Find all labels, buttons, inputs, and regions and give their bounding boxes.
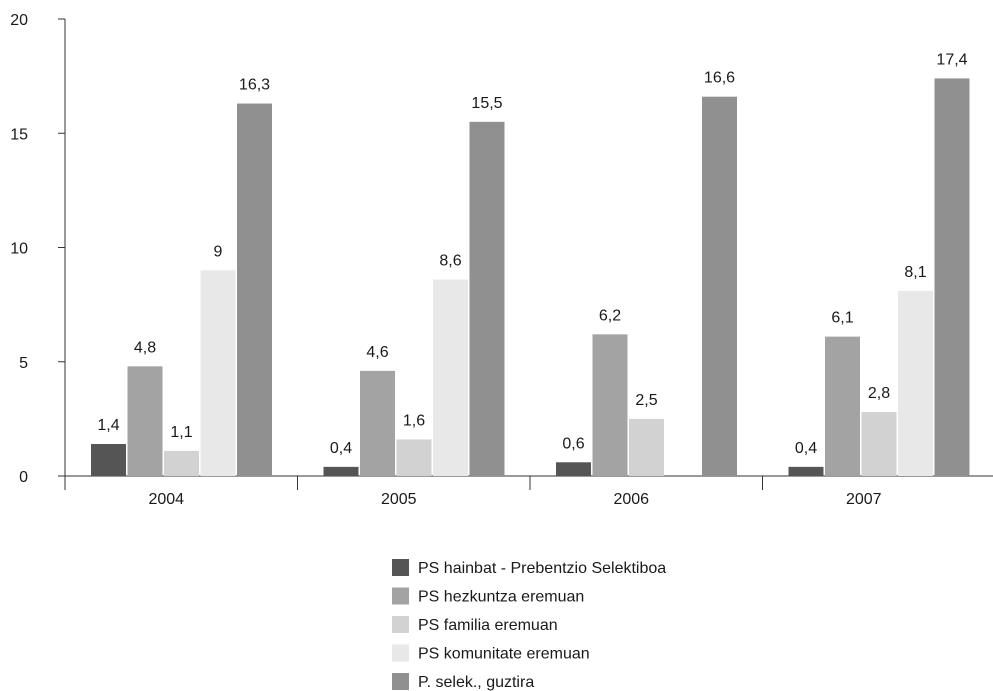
x-tick-label: 2004 bbox=[148, 491, 184, 508]
legend-label: PS hezkuntza eremuan bbox=[418, 589, 584, 606]
x-tick-label: 2006 bbox=[613, 491, 649, 508]
bar bbox=[164, 450, 199, 476]
bar bbox=[556, 462, 591, 476]
bar bbox=[592, 334, 628, 476]
bar bbox=[200, 270, 236, 476]
legend: PS hainbat - Prebentzio Selektiboa PS hez… bbox=[392, 559, 666, 691]
bar bbox=[237, 103, 272, 477]
data-label: 4,6 bbox=[366, 344, 388, 361]
data-label: 2,5 bbox=[635, 392, 657, 409]
y-tick-label: 0 bbox=[19, 469, 28, 486]
data-label: 8,1 bbox=[904, 264, 926, 281]
bar bbox=[934, 78, 970, 476]
legend-swatch bbox=[392, 559, 409, 576]
y-tick-label: 5 bbox=[19, 355, 28, 372]
x-axis: 2004 2005 2006 2007 bbox=[65, 475, 993, 508]
data-label: 1,1 bbox=[170, 424, 192, 441]
y-tick-label: 20 bbox=[10, 12, 28, 29]
data-label: 9 bbox=[214, 243, 223, 260]
data-label: 0,4 bbox=[795, 440, 817, 457]
data-label: 17,4 bbox=[936, 51, 967, 68]
data-label: 4,8 bbox=[134, 339, 156, 356]
data-label: 0,4 bbox=[330, 440, 352, 457]
legend-label: PS hainbat - Prebentzio Selektiboa bbox=[418, 560, 666, 577]
bar bbox=[323, 466, 359, 476]
data-label: 15,5 bbox=[471, 95, 502, 112]
legend-label: PS komunitate eremuan bbox=[418, 646, 590, 663]
legend-label: P. selek., guztira bbox=[418, 674, 534, 691]
data-label: 8,6 bbox=[439, 252, 461, 269]
legend-swatch bbox=[392, 644, 409, 662]
data-label: 6,1 bbox=[831, 310, 853, 327]
bar bbox=[825, 336, 860, 476]
y-tick-label: 15 bbox=[10, 126, 28, 143]
data-labels: 1,4 0,4 0,6 0,4 4,8 4,6 6,2 6,1 1,1 1,6 2,5 2,8 9 8,6… bbox=[97, 51, 967, 456]
bar bbox=[629, 418, 664, 476]
bar bbox=[433, 279, 468, 476]
data-label: 16,3 bbox=[239, 77, 270, 94]
data-label: 16,6 bbox=[704, 70, 735, 87]
legend-swatch bbox=[392, 587, 409, 605]
bar bbox=[127, 366, 163, 476]
bar bbox=[396, 439, 432, 476]
bar bbox=[861, 412, 897, 476]
legend-swatch bbox=[392, 616, 409, 633]
data-label: 1,6 bbox=[403, 412, 425, 429]
bar bbox=[788, 466, 824, 476]
y-tick-label: 10 bbox=[10, 241, 28, 258]
bar bbox=[469, 121, 505, 476]
data-label: 6,2 bbox=[599, 307, 621, 324]
bar bbox=[702, 96, 737, 476]
x-tick-label: 2005 bbox=[381, 491, 417, 508]
data-label: 2,8 bbox=[868, 385, 890, 402]
x-tick-label: 2007 bbox=[846, 491, 882, 508]
bar bbox=[360, 370, 395, 476]
bars bbox=[91, 78, 970, 477]
data-label: 1,4 bbox=[97, 417, 119, 434]
legend-swatch bbox=[392, 673, 409, 690]
legend-label: PS familia eremuan bbox=[418, 617, 558, 634]
bar bbox=[898, 290, 933, 476]
bar bbox=[91, 444, 126, 476]
data-label: 0,6 bbox=[562, 435, 584, 452]
y-axis: 0 5 10 15 20 bbox=[10, 12, 66, 490]
